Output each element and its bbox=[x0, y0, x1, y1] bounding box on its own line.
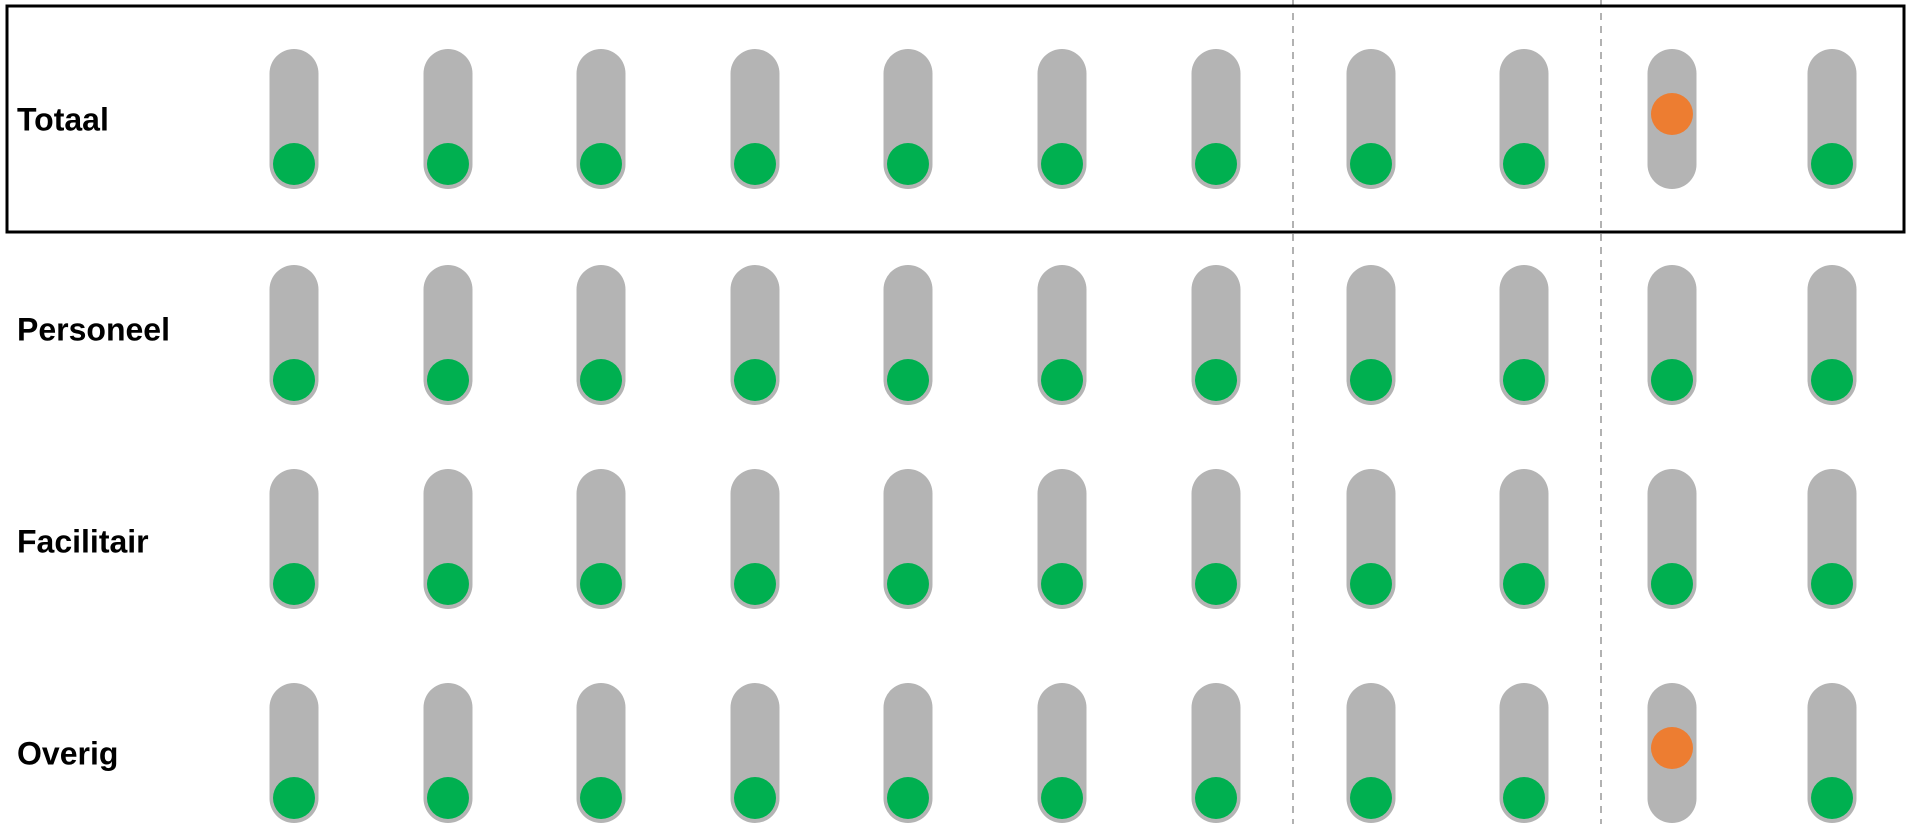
status-light bbox=[1651, 359, 1693, 401]
highlight-box bbox=[5, 4, 1906, 234]
status-light bbox=[427, 563, 469, 605]
status-light bbox=[1195, 563, 1237, 605]
status-light bbox=[734, 563, 776, 605]
row-label: Overig bbox=[17, 735, 118, 771]
status-light bbox=[1350, 143, 1392, 185]
status-light bbox=[427, 143, 469, 185]
row-label: Facilitair bbox=[17, 523, 149, 559]
status-light bbox=[1350, 777, 1392, 819]
status-light bbox=[1350, 359, 1392, 401]
status-light bbox=[734, 777, 776, 819]
status-light bbox=[273, 563, 315, 605]
status-light bbox=[1811, 143, 1853, 185]
status-light bbox=[273, 359, 315, 401]
row-label: Personeel bbox=[17, 311, 170, 347]
status-light bbox=[580, 143, 622, 185]
status-light bbox=[1041, 143, 1083, 185]
status-light bbox=[427, 359, 469, 401]
status-light bbox=[887, 143, 929, 185]
status-light bbox=[1195, 359, 1237, 401]
status-light bbox=[734, 143, 776, 185]
status-light bbox=[1041, 777, 1083, 819]
status-light bbox=[1651, 93, 1693, 135]
row-label: Totaal bbox=[17, 101, 109, 137]
status-light bbox=[1651, 563, 1693, 605]
status-light bbox=[887, 777, 929, 819]
status-light bbox=[1503, 143, 1545, 185]
status-light bbox=[1041, 563, 1083, 605]
status-light bbox=[580, 777, 622, 819]
status-light bbox=[1195, 777, 1237, 819]
status-light bbox=[887, 563, 929, 605]
status-light bbox=[1651, 727, 1693, 769]
status-light bbox=[1811, 563, 1853, 605]
status-light bbox=[734, 359, 776, 401]
status-light bbox=[1041, 359, 1083, 401]
status-light bbox=[887, 359, 929, 401]
status-light bbox=[427, 777, 469, 819]
status-light bbox=[1350, 563, 1392, 605]
status-light bbox=[1811, 777, 1853, 819]
status-light bbox=[580, 359, 622, 401]
status-light bbox=[1503, 563, 1545, 605]
status-light bbox=[273, 143, 315, 185]
status-light bbox=[580, 563, 622, 605]
status-light bbox=[1195, 143, 1237, 185]
status-light bbox=[1503, 777, 1545, 819]
status-light bbox=[273, 777, 315, 819]
status-light bbox=[1811, 359, 1853, 401]
status-light bbox=[1503, 359, 1545, 401]
